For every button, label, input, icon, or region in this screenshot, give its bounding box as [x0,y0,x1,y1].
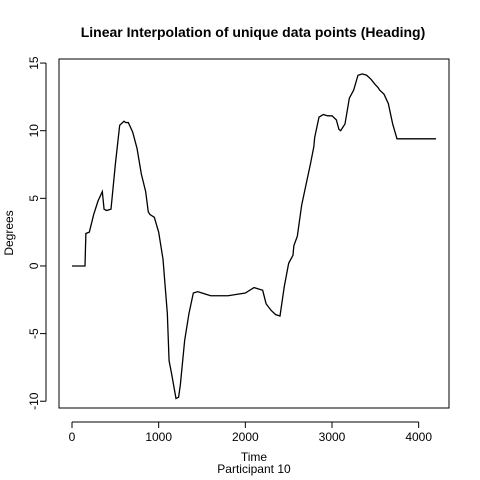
y-tick-label: 5 [27,195,41,202]
x-axis: 0 1000 2000 3000 4000 [69,421,432,444]
y-axis: -10 -5 0 5 10 15 [27,56,47,410]
x-tick-label: 2000 [232,430,259,444]
y-tick-label: 0 [27,262,41,269]
y-axis-label: Degrees [2,210,16,255]
y-tick-label: 15 [27,56,41,70]
x-tick-label: 3000 [319,430,346,444]
x-tick-label: 4000 [405,430,432,444]
chart-title: Linear Interpolation of unique data poin… [81,24,426,40]
y-tick-label: 10 [27,124,41,138]
plot-area-frame [58,58,450,409]
x-tick-label: 0 [69,430,76,444]
y-tick-label: -5 [27,328,41,339]
y-tick-label: -10 [27,392,41,410]
participant-label: Participant 10 [217,462,291,476]
x-axis-label: Time [241,450,268,464]
series-line-heading [72,73,436,400]
x-tick-label: 1000 [145,430,172,444]
